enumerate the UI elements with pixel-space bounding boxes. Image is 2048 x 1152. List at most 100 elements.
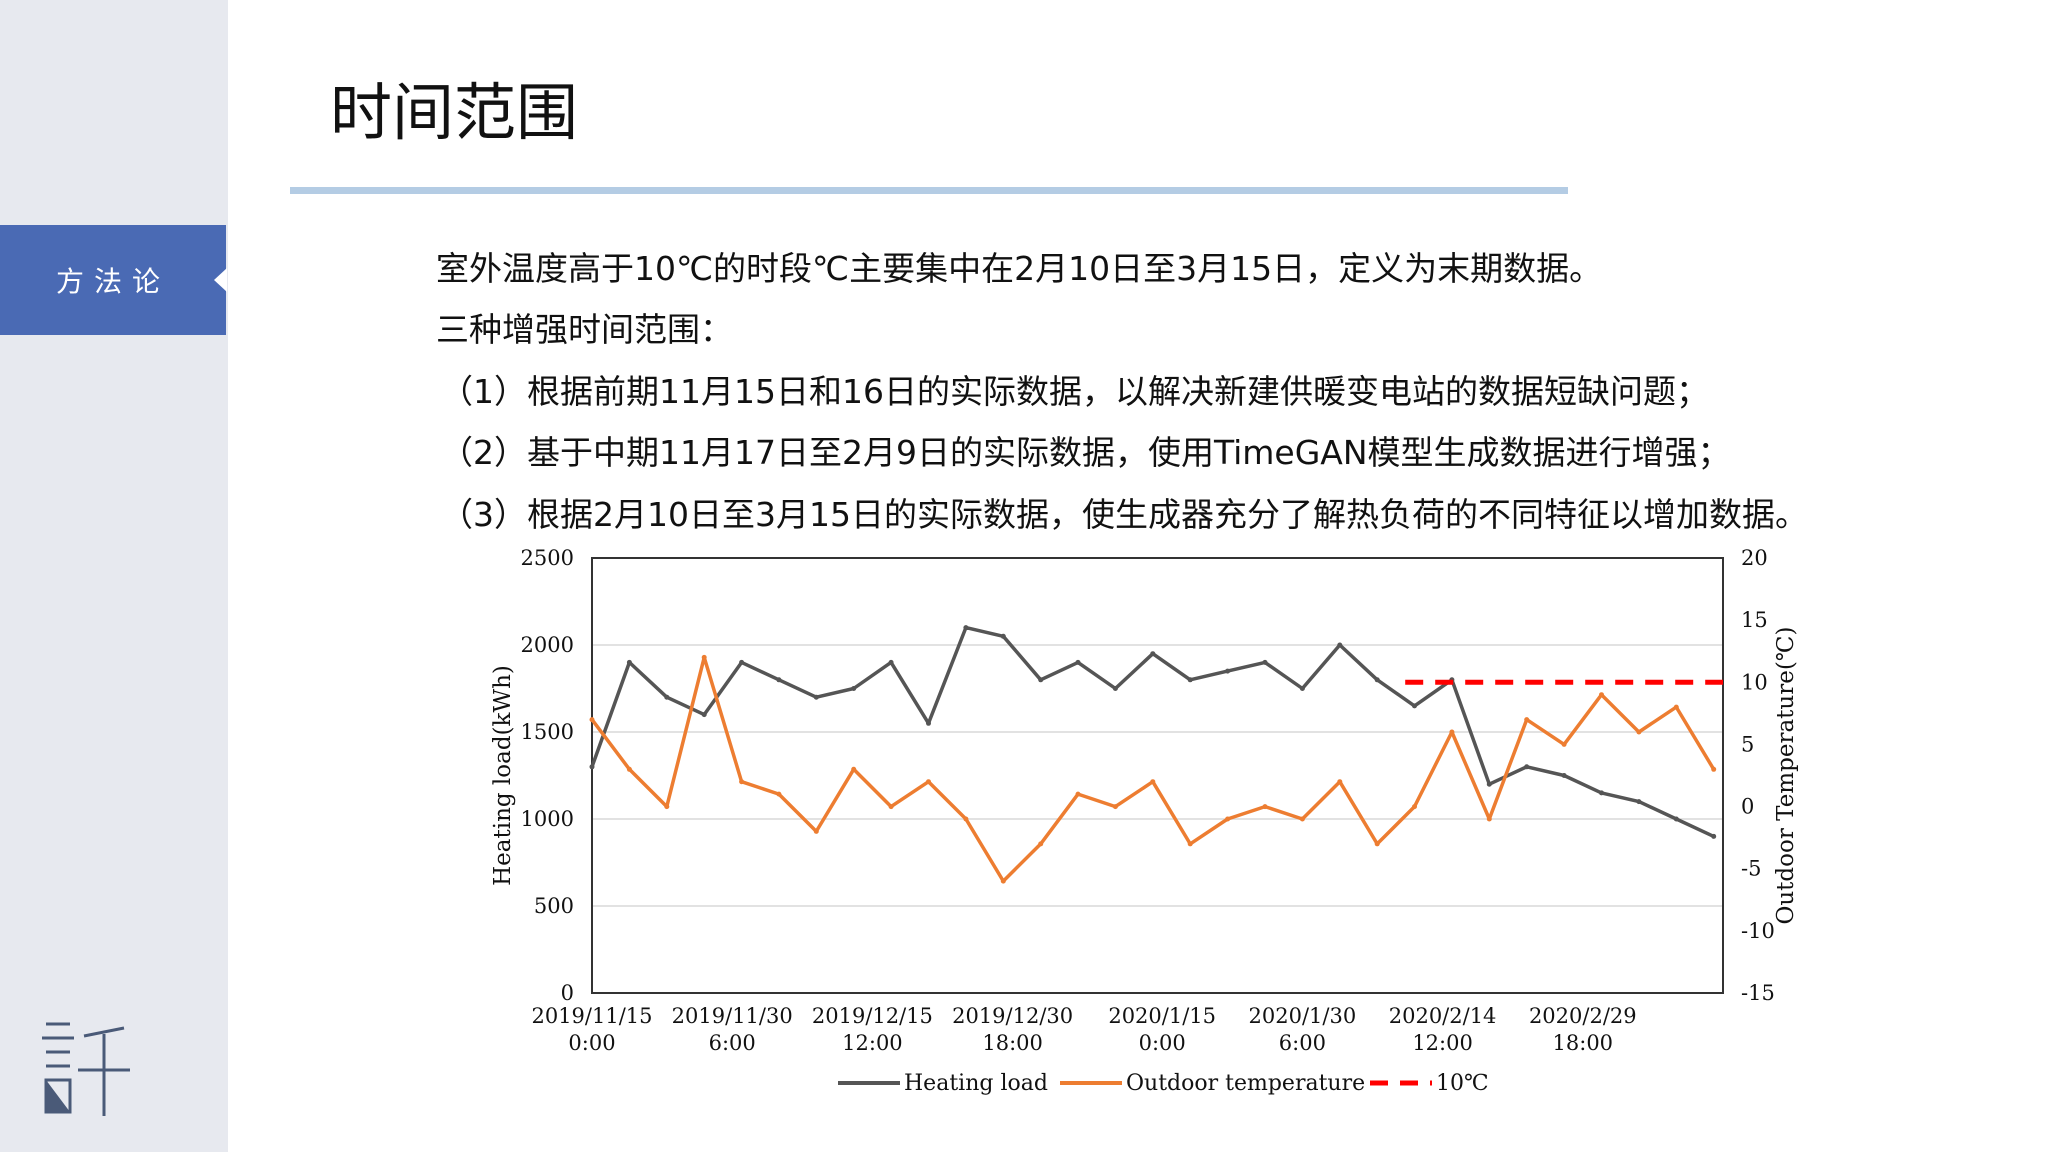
data-point bbox=[1636, 799, 1642, 805]
data-point bbox=[1000, 633, 1006, 639]
data-point bbox=[813, 694, 819, 700]
data-point bbox=[926, 779, 931, 785]
body-text-line: 室外温度高于10℃的时段℃主要集中在2月10日至3月15日，定义为末期数据。 bbox=[436, 249, 1603, 288]
x-tick-label: 2020/1/15 bbox=[1108, 1004, 1216, 1028]
data-point bbox=[1673, 704, 1679, 710]
sidebar-item-methodology[interactable]: 方法论 bbox=[0, 225, 226, 335]
body-text-line: 三种增强时间范围： bbox=[436, 310, 733, 349]
data-point bbox=[664, 694, 670, 700]
x-tick-label: 2020/1/30 bbox=[1249, 1004, 1357, 1028]
legend-label: 10℃ bbox=[1436, 1071, 1489, 1096]
data-point bbox=[1187, 841, 1193, 847]
data-point bbox=[1262, 659, 1268, 665]
y-tick-label: 2500 bbox=[521, 546, 574, 570]
data-point bbox=[701, 654, 707, 660]
data-point bbox=[1412, 703, 1417, 709]
x-tick-label: 2019/11/15 bbox=[531, 1004, 652, 1028]
data-point bbox=[1711, 766, 1717, 772]
x-tick-label: 12:00 bbox=[842, 1031, 903, 1055]
data-point bbox=[589, 717, 595, 723]
data-point bbox=[1337, 779, 1343, 785]
y-tick-label: 0 bbox=[561, 981, 574, 1005]
x-tick-label: 18:00 bbox=[1553, 1031, 1614, 1055]
body-text-line: （3）根据2月10日至3月15日的实际数据，使生成器充分了解热负荷的不同特征以增… bbox=[440, 495, 1808, 534]
data-point bbox=[1075, 791, 1081, 797]
data-point bbox=[1636, 729, 1642, 735]
data-point bbox=[1561, 741, 1567, 747]
data-point bbox=[1150, 651, 1156, 657]
data-point bbox=[1599, 790, 1604, 796]
y2-axis-title: Outdoor Temperature(℃) bbox=[1773, 627, 1799, 925]
data-point bbox=[851, 766, 857, 772]
data-point bbox=[1262, 804, 1268, 810]
x-tick-label: 2019/12/15 bbox=[812, 1004, 933, 1028]
data-point bbox=[926, 720, 931, 726]
data-point bbox=[851, 686, 857, 691]
y-tick-label: 2000 bbox=[521, 633, 574, 657]
data-point bbox=[963, 816, 969, 822]
x-tick-label: 2020/2/29 bbox=[1529, 1004, 1637, 1028]
x-tick-label: 0:00 bbox=[568, 1031, 615, 1055]
x-tick-label: 6:00 bbox=[1279, 1031, 1326, 1055]
x-tick-label: 2019/11/30 bbox=[672, 1004, 793, 1028]
data-point bbox=[1486, 816, 1492, 822]
data-point bbox=[626, 766, 632, 772]
data-point bbox=[1374, 841, 1380, 847]
data-point bbox=[1711, 833, 1717, 839]
y2-tick-label: 5 bbox=[1741, 732, 1754, 756]
data-point bbox=[1561, 773, 1567, 778]
y2-tick-label: 20 bbox=[1741, 546, 1768, 570]
data-point bbox=[1225, 816, 1231, 822]
data-point bbox=[1337, 642, 1343, 648]
y-tick-label: 1500 bbox=[521, 720, 574, 744]
heating-load-temperature-chart: 0 500 1000 1500 2000 2500 -15 -10 -5 0 5 10 15 20 2019… bbox=[490, 546, 1799, 1096]
data-point bbox=[1000, 878, 1006, 884]
x-tick-label: 2020/2/14 bbox=[1389, 1004, 1497, 1028]
plot-frame bbox=[591, 557, 1724, 994]
series-line-1 bbox=[590, 655, 1716, 883]
data-point bbox=[1112, 686, 1118, 691]
y-tick-label: 500 bbox=[534, 894, 574, 918]
data-point bbox=[888, 659, 894, 665]
x-tick-label: 12:00 bbox=[1412, 1031, 1473, 1055]
data-point bbox=[1524, 717, 1530, 723]
data-point bbox=[1225, 668, 1231, 674]
legend-label: Heating load bbox=[904, 1071, 1048, 1096]
data-point bbox=[701, 712, 707, 718]
data-point bbox=[1524, 764, 1530, 770]
body-text-line: （1）根据前期11月15日和16日的实际数据，以解决新建供暖变电站的数据短缺问题… bbox=[440, 372, 1709, 411]
active-indicator-notch bbox=[214, 268, 227, 292]
data-point bbox=[1673, 816, 1679, 822]
data-point bbox=[1449, 729, 1455, 735]
xu-character-logo-icon bbox=[42, 1022, 130, 1116]
data-point bbox=[1038, 677, 1044, 683]
x-tick-label: 0:00 bbox=[1139, 1031, 1186, 1055]
data-point bbox=[776, 677, 782, 683]
legend-label: Outdoor temperature bbox=[1126, 1071, 1365, 1096]
page-title: 时间范围 bbox=[330, 76, 579, 149]
title-divider bbox=[290, 187, 1568, 194]
y2-tick-label: -5 bbox=[1741, 857, 1761, 881]
body-text-line: （2）基于中期11月17日至2月9日的实际数据，使用TimeGAN模型生成数据进… bbox=[440, 433, 1731, 472]
data-point bbox=[626, 659, 632, 665]
data-point bbox=[1412, 804, 1417, 810]
y2-tick-label: 10 bbox=[1741, 670, 1768, 694]
data-point bbox=[1075, 659, 1081, 665]
data-point bbox=[1299, 816, 1305, 822]
data-point bbox=[664, 804, 670, 810]
data-point bbox=[1187, 677, 1193, 683]
data-point bbox=[1112, 804, 1118, 810]
x-tick-label: 6:00 bbox=[709, 1031, 756, 1055]
y2-tick-label: -10 bbox=[1741, 919, 1775, 943]
y-tick-label: 1000 bbox=[521, 807, 574, 831]
y-axis-title: Heating load(kWh) bbox=[490, 665, 516, 886]
y2-tick-label: 15 bbox=[1741, 608, 1768, 632]
data-point bbox=[589, 764, 595, 770]
data-point bbox=[963, 625, 969, 631]
y2-tick-label: -15 bbox=[1741, 981, 1775, 1005]
data-point bbox=[739, 779, 745, 785]
data-point bbox=[1599, 692, 1604, 698]
data-point bbox=[1299, 686, 1305, 691]
data-point bbox=[739, 659, 745, 665]
x-tick-label: 2019/12/30 bbox=[952, 1004, 1073, 1028]
